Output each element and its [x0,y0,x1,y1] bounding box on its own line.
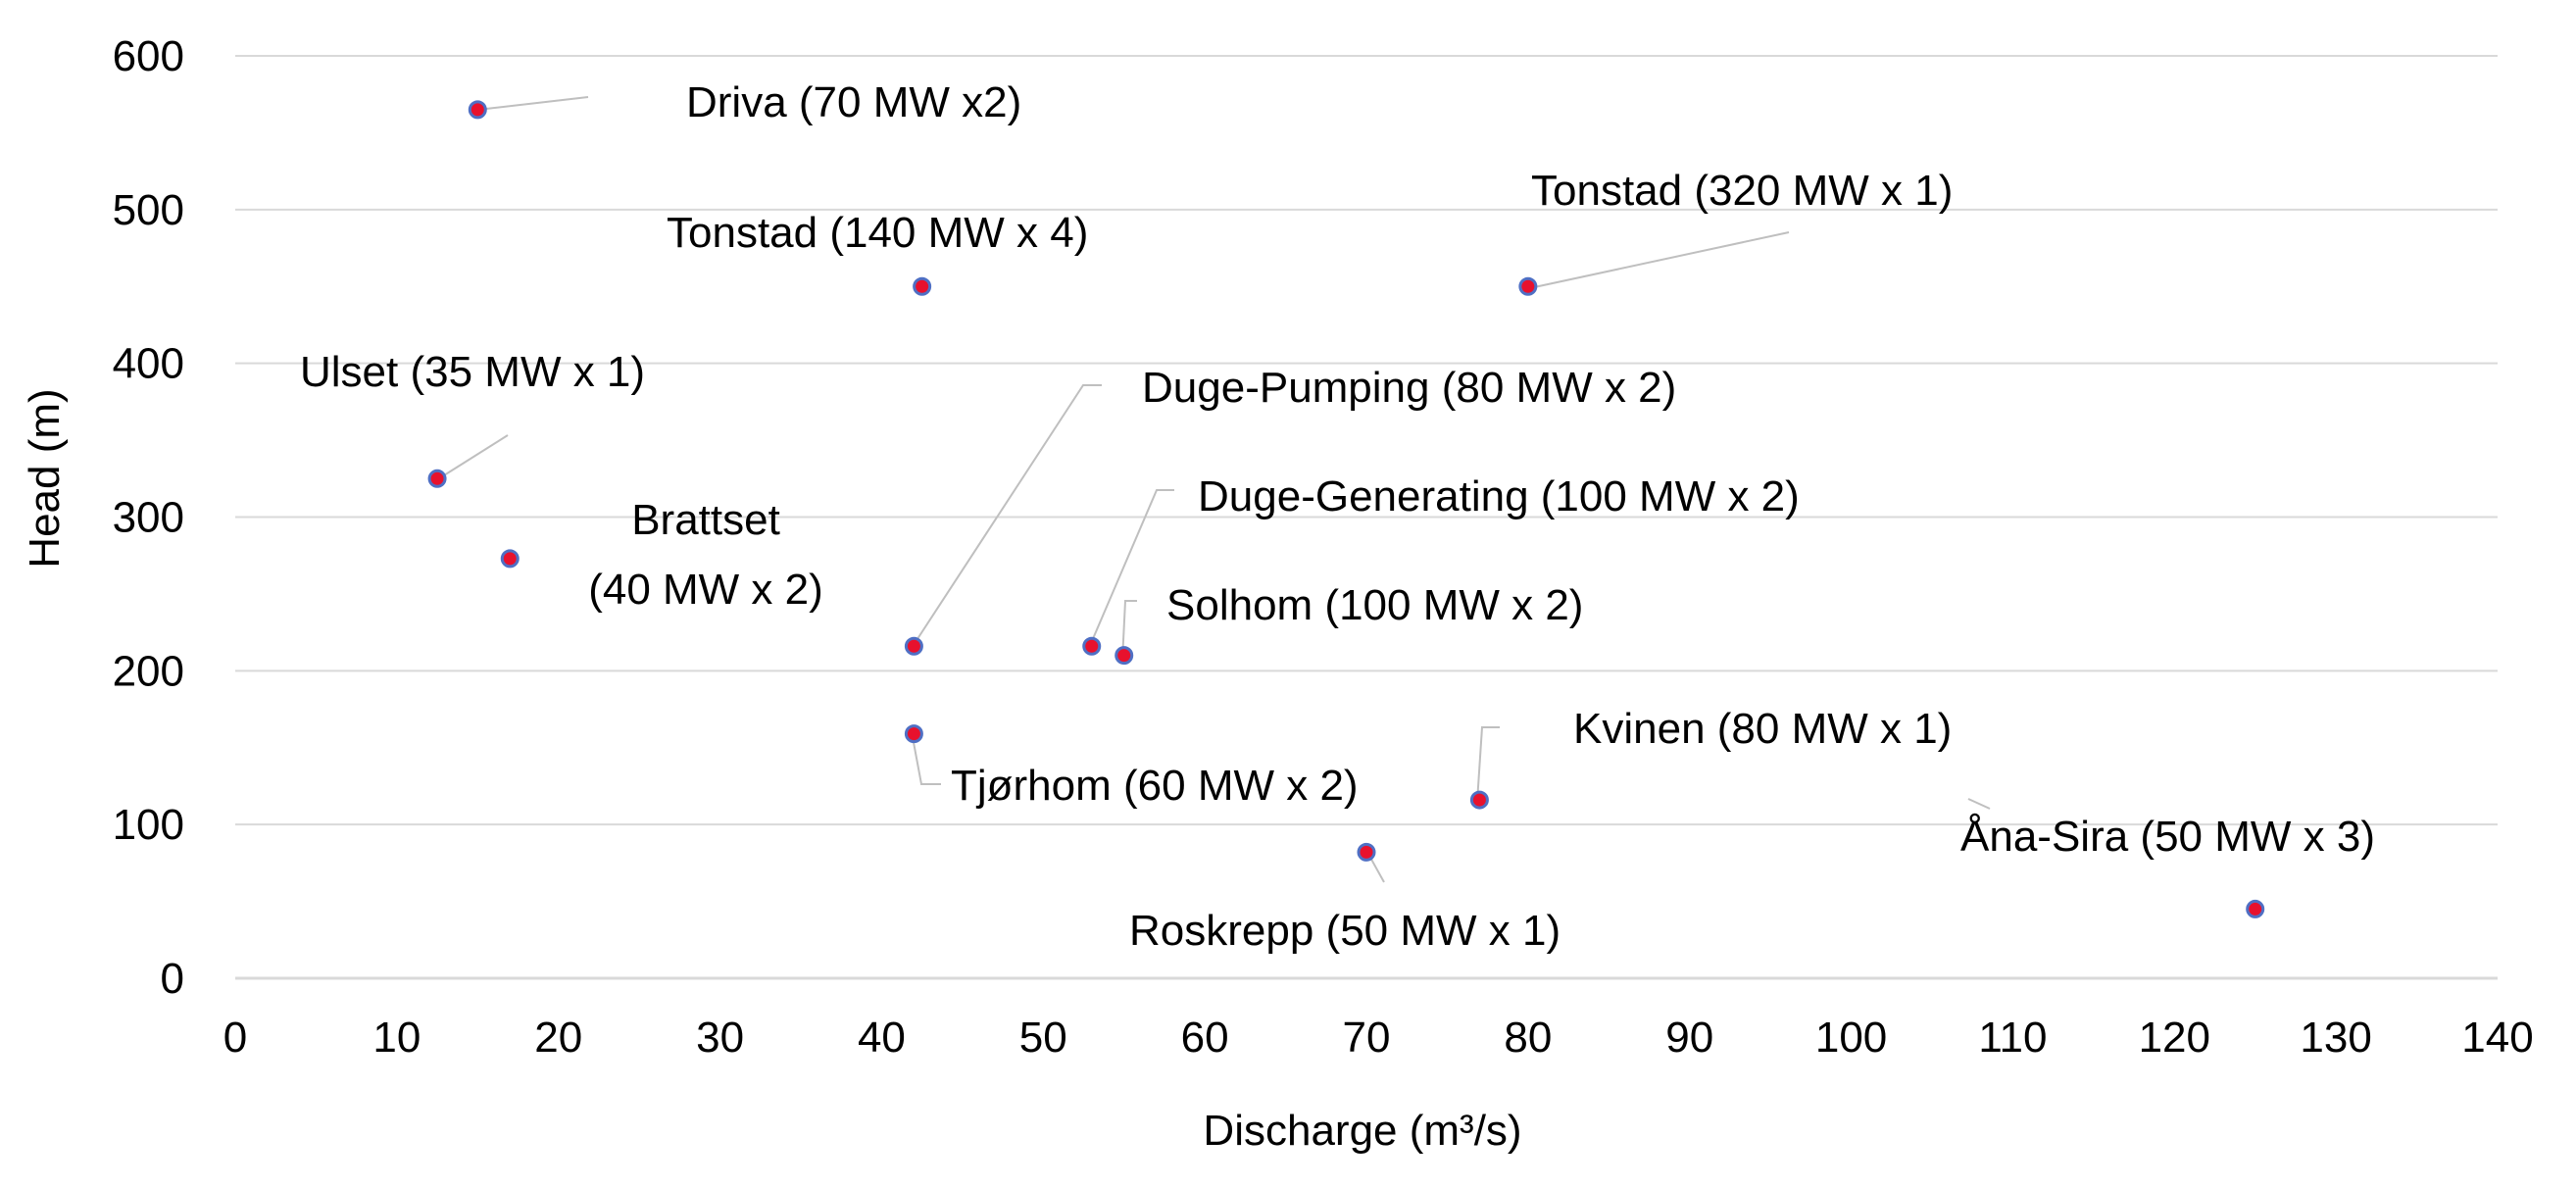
y-tick-label: 600 [113,32,184,80]
data-point [1357,842,1376,862]
point-label: Roskrepp (50 MW x 1) [1129,907,1560,955]
data-point [904,636,923,656]
leader-line [1088,489,1174,649]
data-point [1469,790,1489,810]
y-tick-label: 500 [113,186,184,234]
x-tick-label: 140 [2461,1014,2533,1062]
leader-line [1121,600,1137,662]
leader-line [1524,231,1790,290]
point-label: Åna-Sira (50 MW x 3) [1960,813,2375,861]
x-tick-label: 20 [534,1014,582,1062]
point-label: Ulset (35 MW x 1) [300,348,645,396]
data-point [1082,636,1102,656]
x-tick-label: 60 [1181,1014,1229,1062]
leader-lines [435,96,1991,883]
y-tick-label: 200 [113,647,184,695]
y-tick-label: 100 [113,801,184,849]
point-label: (40 MW x 2) [588,566,823,614]
point-label: Driva (70 MW x2) [686,78,1021,126]
x-tick-label: 10 [372,1014,421,1062]
y-axis-title: Head (m) [21,388,69,568]
axes: 0 100 200 300 400 500 600 0 10 20 30 40 50 60 70 80 90 10… [113,32,2534,1062]
point-label: Duge-Pumping (80 MW x 2) [1142,364,1676,412]
y-tick-label: 0 [161,955,184,1003]
x-tick-label: 0 [223,1014,247,1062]
leader-line [1476,726,1500,803]
x-tick-label: 90 [1665,1014,1713,1062]
leader-line [912,736,941,785]
data-points [427,100,2265,918]
y-tick-label: 300 [113,494,184,542]
data-point [500,549,520,569]
gridlines [235,55,2498,826]
x-tick-label: 40 [858,1014,906,1062]
data-point [2246,899,2265,918]
x-tick-label: 100 [1815,1014,1887,1062]
leader-line [911,384,1102,649]
point-label: Tonstad (140 MW x 4) [667,209,1088,257]
leader-line [1967,798,1991,810]
x-tick-label: 130 [2300,1014,2371,1062]
leader-line [476,96,589,111]
x-axis-title: Discharge (m³/s) [1203,1107,1521,1155]
x-tick-label: 80 [1504,1014,1552,1062]
leader-line [435,434,509,481]
x-tick-label: 110 [1978,1014,2047,1062]
data-point [468,100,487,120]
x-tick-label: 70 [1343,1014,1391,1062]
data-point [427,469,447,488]
point-label: Tonstad (320 MW x 1) [1531,167,1953,215]
y-tick-label: 400 [113,340,184,388]
data-point [904,724,923,744]
point-label: Tjørhom (60 MW x 2) [951,762,1359,810]
x-tick-label: 120 [2139,1014,2210,1062]
data-point [1115,646,1134,666]
point-labels: Driva (70 MW x2) Tonstad (140 MW x 4) Tons… [300,78,2375,955]
data-point [913,276,932,296]
point-label: Kvinen (80 MW x 1) [1573,705,1952,753]
point-label: Duge-Generating (100 MW x 2) [1198,472,1800,520]
point-label: Brattset [631,496,780,544]
point-label: Solhom (100 MW x 2) [1166,581,1583,629]
leader-line [1368,855,1385,883]
data-point [1518,276,1538,296]
x-tick-label: 30 [696,1014,744,1062]
x-tick-label: 50 [1019,1014,1067,1062]
